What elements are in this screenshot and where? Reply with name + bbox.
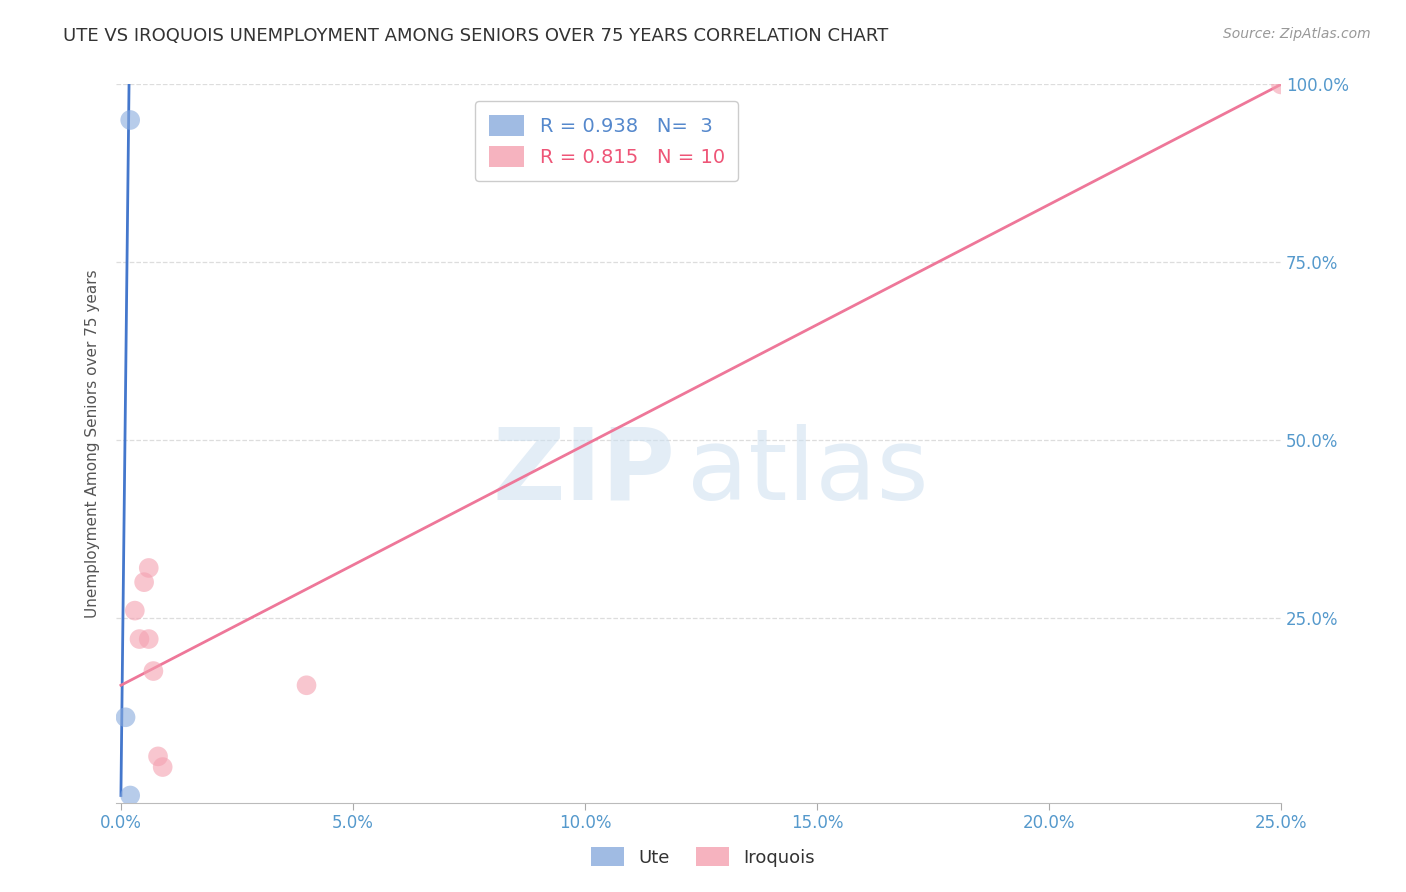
Legend: R = 0.938   N=  3, R = 0.815   N = 10: R = 0.938 N= 3, R = 0.815 N = 10 [475, 102, 738, 181]
Y-axis label: Unemployment Among Seniors over 75 years: Unemployment Among Seniors over 75 years [86, 269, 100, 618]
Point [152, 760, 174, 774]
Point [146, 749, 169, 764]
Point [1270, 78, 1292, 92]
Point [114, 710, 136, 724]
Point [128, 632, 150, 646]
Point [124, 604, 146, 618]
Point [120, 113, 142, 128]
Point [138, 632, 160, 646]
Point [142, 664, 165, 678]
Point [132, 575, 155, 590]
Point [138, 561, 160, 575]
Text: UTE VS IROQUOIS UNEMPLOYMENT AMONG SENIORS OVER 75 YEARS CORRELATION CHART: UTE VS IROQUOIS UNEMPLOYMENT AMONG SENIO… [63, 27, 889, 45]
Legend: Ute, Iroquois: Ute, Iroquois [583, 840, 823, 874]
Text: atlas: atlas [688, 424, 928, 521]
Text: Source: ZipAtlas.com: Source: ZipAtlas.com [1223, 27, 1371, 41]
Point [295, 678, 318, 692]
Point [120, 789, 142, 803]
Text: ZIP: ZIP [492, 424, 675, 521]
